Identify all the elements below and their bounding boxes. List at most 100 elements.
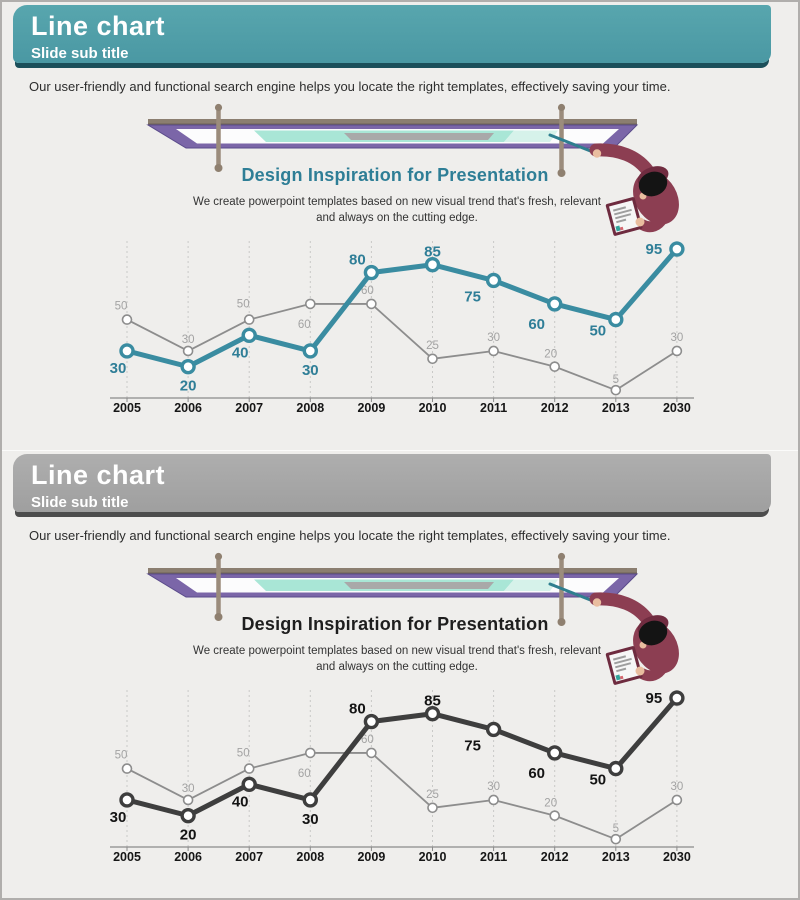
- board-rail-shadow: [148, 123, 637, 125]
- tablet: [605, 646, 643, 685]
- secondary-marker: [427, 802, 438, 814]
- x-axis-label: 2012: [541, 401, 569, 415]
- board-leg-cap: [214, 613, 223, 621]
- presentation-illustration-svg: [146, 103, 679, 236]
- person-hand: [592, 149, 602, 158]
- primary-marker: [547, 296, 563, 312]
- x-axis-label: 2008: [296, 850, 324, 864]
- presenter-person: [548, 582, 679, 685]
- primary-value-label: 85: [424, 693, 441, 710]
- secondary-marker: [610, 833, 622, 845]
- tablet-text-line: [615, 213, 632, 220]
- primary-value-label: 80: [349, 252, 366, 269]
- slide-title: Line chart: [31, 460, 166, 490]
- primary-value-label: 95: [646, 241, 663, 258]
- secondary-marker: [121, 314, 133, 325]
- slide-gray: Line chart Slide sub title Our user-frie…: [2, 450, 798, 898]
- person-hand: [635, 666, 645, 676]
- board-leg-cap: [557, 103, 566, 112]
- secondary-marker: [121, 763, 133, 774]
- x-axis-label: 2009: [357, 401, 385, 415]
- primary-value-label: 40: [232, 344, 249, 361]
- tablet-text-line: [615, 662, 632, 669]
- board-leg-cap: [214, 103, 223, 112]
- secondary-marker: [610, 384, 622, 396]
- secondary-value-label: 60: [298, 319, 311, 331]
- board-rail-shadow: [148, 572, 637, 574]
- tablet: [605, 197, 643, 236]
- person-hand: [635, 217, 645, 227]
- x-axis-label: 2005: [113, 850, 141, 864]
- tablet-accent: [615, 225, 621, 232]
- primary-value-label: 30: [110, 809, 127, 826]
- x-axis-label: 2006: [174, 850, 202, 864]
- slide-subtitle: Slide sub title: [31, 494, 129, 511]
- primary-value-label: 50: [589, 772, 606, 789]
- slide-subtitle: Slide sub title: [31, 45, 129, 62]
- secondary-value-label: 60: [361, 285, 374, 297]
- secondary-marker: [427, 353, 438, 365]
- primary-marker: [608, 760, 624, 777]
- person-hand: [592, 598, 602, 607]
- secondary-value-label: 30: [182, 783, 195, 795]
- secondary-marker: [182, 794, 194, 806]
- slide-header: Line chart Slide sub title: [13, 454, 771, 512]
- tablet-text-line: [616, 218, 627, 224]
- x-axis-label: 2010: [419, 850, 447, 864]
- secondary-marker: [488, 794, 499, 806]
- person-arm: [637, 212, 669, 233]
- secondary-value-label: 30: [487, 332, 500, 344]
- secondary-value-label: 50: [115, 750, 128, 762]
- x-axis-label: 2005: [113, 401, 141, 415]
- primary-marker: [363, 264, 380, 281]
- secondary-marker: [671, 794, 683, 806]
- secondary-value-label: 30: [487, 781, 500, 793]
- secondary-value-label: 25: [426, 789, 439, 801]
- x-axis-label: 2011: [480, 401, 507, 415]
- secondary-value-label: 20: [544, 349, 557, 361]
- whiteboard: [146, 568, 639, 598]
- primary-value-label: 20: [180, 378, 197, 395]
- primary-marker: [302, 343, 319, 359]
- secondary-value-label: 5: [613, 374, 619, 386]
- primary-line: [126, 247, 679, 370]
- board-leg-cap: [557, 552, 566, 561]
- person-head: [638, 620, 668, 646]
- person-arm: [637, 661, 669, 682]
- secondary-marker: [243, 314, 255, 325]
- primary-marker: [302, 792, 319, 808]
- tablet-text-line: [612, 655, 627, 661]
- presentation-illustration-svg: [146, 552, 679, 685]
- design-subtext: We create powerpoint templates based on …: [193, 645, 601, 674]
- secondary-value-label: 5: [613, 823, 619, 835]
- intro-text: Our user-friendly and functional search …: [29, 528, 671, 543]
- secondary-marker: [671, 345, 683, 357]
- secondary-value-label: 20: [544, 798, 557, 810]
- design-heading: Design Inspiration for Presentation: [241, 165, 549, 185]
- secondary-value-label: 50: [115, 301, 128, 313]
- primary-value-label: 60: [528, 316, 545, 333]
- design-heading: Design Inspiration for Presentation: [241, 614, 549, 634]
- primary-value-label: 40: [232, 793, 249, 810]
- x-axis-label: 2013: [602, 401, 630, 415]
- secondary-value-label: 60: [361, 734, 374, 746]
- board-top-rail: [148, 119, 637, 125]
- x-axis-label: 2006: [174, 401, 202, 415]
- x-axis-label: 2010: [419, 401, 447, 415]
- x-axis-label: 2013: [602, 850, 630, 864]
- board-leg-cap: [557, 169, 566, 177]
- primary-line: [126, 696, 679, 819]
- secondary-value-label: 60: [298, 768, 311, 780]
- primary-value-label: 20: [180, 827, 197, 844]
- primary-value-label: 95: [646, 690, 663, 707]
- secondary-value-label: 30: [671, 332, 684, 344]
- board-gray-bar: [344, 582, 494, 589]
- secondary-marker: [549, 810, 561, 821]
- tablet-text-line: [616, 667, 627, 673]
- primary-value-label: 50: [589, 323, 606, 340]
- slide-header: Line chart Slide sub title: [13, 5, 771, 63]
- presenter-person: [548, 133, 679, 236]
- primary-marker: [608, 311, 624, 328]
- x-axis-label: 2030: [663, 401, 691, 415]
- design-subtext: We create powerpoint templates based on …: [193, 196, 601, 225]
